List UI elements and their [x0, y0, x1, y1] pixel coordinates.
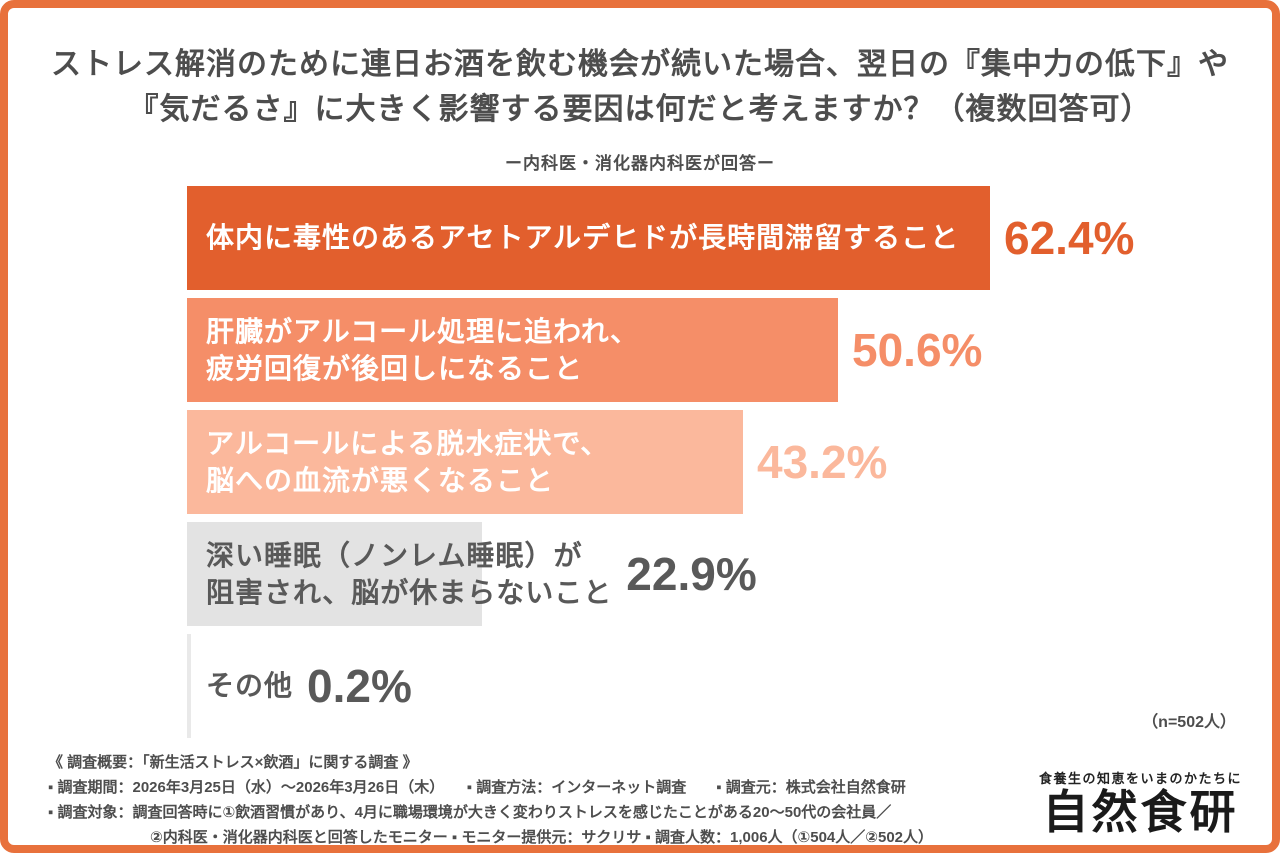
chart-subtitle: ー内科医・消化器内科医が回答ー [505, 154, 775, 173]
brand-name: 自然食研 [1042, 786, 1239, 838]
survey-target-line-2: ②内科医・消化器内科医と回答したモニター ▪ モニター提供元：サクリサ ▪ 調査… [150, 829, 934, 846]
bar-label-wrap: アルコールによる脱水症状で、 脳への血流が悪くなること [187, 425, 743, 499]
bar-row: その他 0.2% [187, 634, 1247, 738]
bar [187, 634, 191, 738]
bar-label-wrap: 肝臓がアルコール処理に追われ、 疲労回復が後回しになること [187, 313, 838, 387]
title-line-1: ストレス解消のために連日お酒を飲む機会が続いた場合、翌日の『集中力の低下』や [51, 48, 1229, 81]
brand-tagline: 食養生の知恵をいまのかたちに [1038, 770, 1242, 786]
bar-label: アルコールによる脱水症状で、 脳への血流が悪くなること [206, 427, 610, 496]
bar-value-label: 43.2% [757, 436, 888, 488]
bar-row-content: アルコールによる脱水症状で、 脳への血流が悪くなること 43.2% [187, 425, 1247, 499]
bar [187, 186, 990, 290]
bar-label: 深い睡眠（ノンレム睡眠）が 阻害され、脳が休まらないこと [206, 539, 613, 608]
bar-value-label: 22.9% [626, 548, 757, 600]
survey-target-line: ▪ 調査対象：調査回答時に①飲酒習慣があり、4月に職場環境が大きく変わりストレス… [48, 804, 892, 821]
bar-value-label: 50.6% [852, 324, 983, 376]
bar-value-label: 62.4% [1004, 212, 1135, 264]
bar-label: その他 [206, 670, 294, 702]
bar-row: アルコールによる脱水症状で、 脳への血流が悪くなること 43.2% [187, 410, 1247, 514]
bar [187, 298, 838, 402]
survey-overview-heading: 《 調査概要：「新生活ストレス×飲酒」に関する調査 》 [48, 754, 418, 771]
bar-label-wrap: 体内に毒性のあるアセトアルデヒドが長時間滞留すること [187, 219, 990, 256]
bar-label: 肝臓がアルコール処理に追われ、 疲労回復が後回しになること [206, 315, 640, 384]
bar [187, 410, 743, 514]
page-title: ストレス解消のために連日お酒を飲む機会が続いた場合、翌日の『集中力の低下』や 『… [8, 42, 1272, 132]
bar-row: 深い睡眠（ノンレム睡眠）が 阻害され、脳が休まらないこと 22.9% [187, 522, 1247, 626]
bar [187, 522, 482, 626]
bar-chart: 体内に毒性のあるアセトアルデヒドが長時間滞留すること 62.4% 肝臓がアルコー… [187, 186, 1247, 746]
sample-size-note: （n=502人） [1142, 714, 1236, 731]
title-line-2: 『気だるさ』に大きく影響する要因は何だと考えますか？（複数回答可） [128, 93, 1152, 126]
survey-period-line: ▪ 調査期間：2026年3月25日（水）～2026年3月26日（木） ▪ 調査方… [48, 779, 906, 796]
bar-label-wrap: その他 [187, 667, 293, 704]
bar-row-content: 肝臓がアルコール処理に追われ、 疲労回復が後回しになること 50.6% [187, 313, 1247, 387]
bar-value-label: 0.2% [307, 660, 412, 712]
survey-overview: 《 調査概要：「新生活ストレス×飲酒」に関する調査 》 ▪ 調査期間：2026年… [48, 750, 934, 846]
bar-row-content: その他 0.2% [187, 659, 1247, 713]
brand-logo: 食養生の知恵をいまのかたちに 自然食研 [1039, 768, 1242, 837]
bar-row-content: 深い睡眠（ノンレム睡眠）が 阻害され、脳が休まらないこと 22.9% [187, 537, 1247, 611]
bar-row-content: 体内に毒性のあるアセトアルデヒドが長時間滞留すること 62.4% [187, 211, 1247, 265]
bar-label: 体内に毒性のあるアセトアルデヒドが長時間滞留すること [206, 222, 960, 254]
bar-row: 体内に毒性のあるアセトアルデヒドが長時間滞留すること 62.4% [187, 186, 1247, 290]
bar-row: 肝臓がアルコール処理に追われ、 疲労回復が後回しになること 50.6% [187, 298, 1247, 402]
bar-label-wrap: 深い睡眠（ノンレム睡眠）が 阻害され、脳が休まらないこと [187, 537, 612, 611]
